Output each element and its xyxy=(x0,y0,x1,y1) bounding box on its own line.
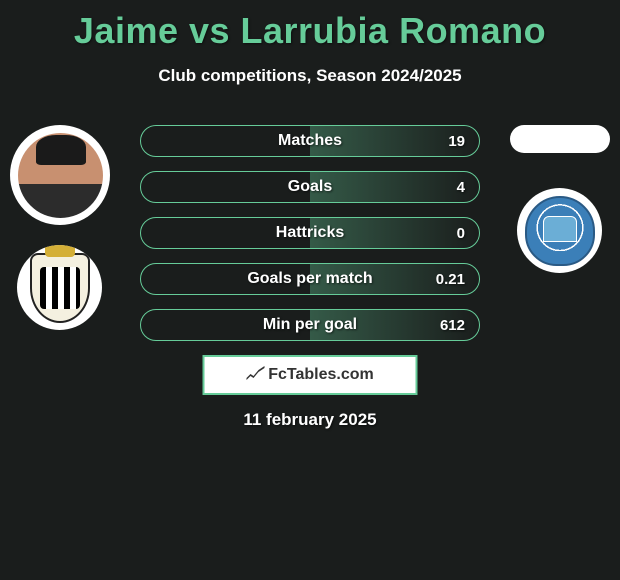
brand-text: FcTables.com xyxy=(268,366,374,384)
stat-row-matches: Matches 19 xyxy=(140,125,480,157)
club-crest-right xyxy=(517,188,602,273)
club-crest-icon xyxy=(525,196,595,266)
stat-label: Matches xyxy=(278,132,342,150)
player-avatar-left xyxy=(10,125,110,225)
stat-row-min-per-goal: Min per goal 612 xyxy=(140,309,480,341)
page-title: Jaime vs Larrubia Romano xyxy=(0,0,620,52)
stat-row-goals: Goals 4 xyxy=(140,171,480,203)
stat-fill-right xyxy=(310,172,479,202)
stat-row-hattricks: Hattricks 0 xyxy=(140,217,480,249)
stat-value-right: 19 xyxy=(448,133,465,150)
stats-container: Matches 19 Goals 4 Hattricks 0 Goals per… xyxy=(140,125,480,341)
stat-value-right: 612 xyxy=(440,317,465,334)
stat-label: Goals xyxy=(288,178,332,196)
brand-link[interactable]: FcTables.com xyxy=(203,355,418,395)
player-face-icon xyxy=(18,133,103,218)
player-avatar-right-placeholder xyxy=(510,125,610,153)
page-subtitle: Club competitions, Season 2024/2025 xyxy=(0,66,620,86)
club-crest-icon xyxy=(30,253,90,323)
stat-value-right: 4 xyxy=(457,179,465,196)
club-crest-left xyxy=(17,245,102,330)
stat-value-right: 0 xyxy=(457,225,465,242)
chart-icon xyxy=(246,366,264,385)
stat-row-goals-per-match: Goals per match 0.21 xyxy=(140,263,480,295)
left-avatar-column xyxy=(10,125,110,330)
stat-value-right: 0.21 xyxy=(436,271,465,288)
stat-label: Goals per match xyxy=(247,270,372,288)
stat-label: Min per goal xyxy=(263,316,357,334)
right-avatar-column xyxy=(510,125,610,273)
stat-label: Hattricks xyxy=(276,224,344,242)
footer-date: 11 february 2025 xyxy=(243,410,376,430)
